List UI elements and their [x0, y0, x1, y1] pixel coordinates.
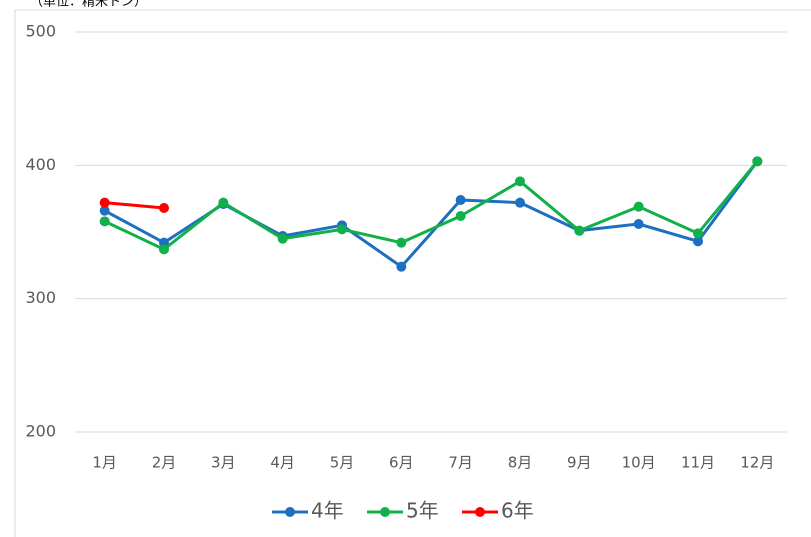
data-point: [574, 225, 585, 236]
legend-marker: [380, 507, 390, 517]
x-tick-label: 7月: [448, 454, 473, 472]
y-tick-label: 400: [25, 155, 56, 174]
data-point: [515, 176, 525, 187]
x-tick-label: 1月: [92, 454, 117, 472]
data-point: [277, 233, 288, 244]
x-tick-label: 9月: [567, 454, 592, 472]
data-point: [633, 201, 644, 212]
legend-marker: [475, 507, 485, 517]
data-point: [515, 197, 525, 208]
data-point: [337, 224, 347, 235]
x-tick-label: 10月: [622, 454, 656, 472]
data-point: [396, 237, 407, 248]
legend-marker: [285, 507, 295, 517]
y-tick-label: 300: [25, 288, 56, 307]
data-point: [396, 261, 407, 272]
series-line: [104, 160, 759, 251]
x-tick-label: 6月: [389, 454, 414, 472]
y-tick-label: 200: [25, 422, 56, 441]
data-point: [159, 203, 169, 213]
data-point: [633, 219, 644, 229]
x-tick-label: 2月: [152, 454, 177, 472]
data-point: [99, 197, 110, 208]
data-point: [159, 244, 169, 255]
x-tick-label: 5月: [330, 454, 355, 472]
x-tick-label: 12月: [740, 454, 774, 472]
legend-label: 6年: [501, 499, 534, 523]
data-point: [99, 216, 110, 227]
data-point: [218, 197, 229, 208]
legend-label: 4年: [311, 499, 344, 523]
x-tick-label: 8月: [508, 454, 533, 472]
legend-label: 5年: [406, 499, 439, 523]
x-tick-label: 11月: [681, 454, 715, 472]
data-point: [752, 156, 763, 167]
data-point: [455, 211, 466, 221]
x-tick-label: 4月: [270, 454, 295, 472]
series-line: [104, 201, 165, 210]
x-tick-label: 3月: [211, 454, 236, 472]
chart-frame: [14, 9, 811, 537]
data-point: [455, 195, 466, 205]
unit-label: （単位：精米トン）: [30, 0, 147, 10]
data-point: [693, 228, 703, 239]
y-tick-label: 500: [25, 22, 56, 41]
data-point: [693, 236, 703, 247]
data-point: [99, 205, 110, 216]
